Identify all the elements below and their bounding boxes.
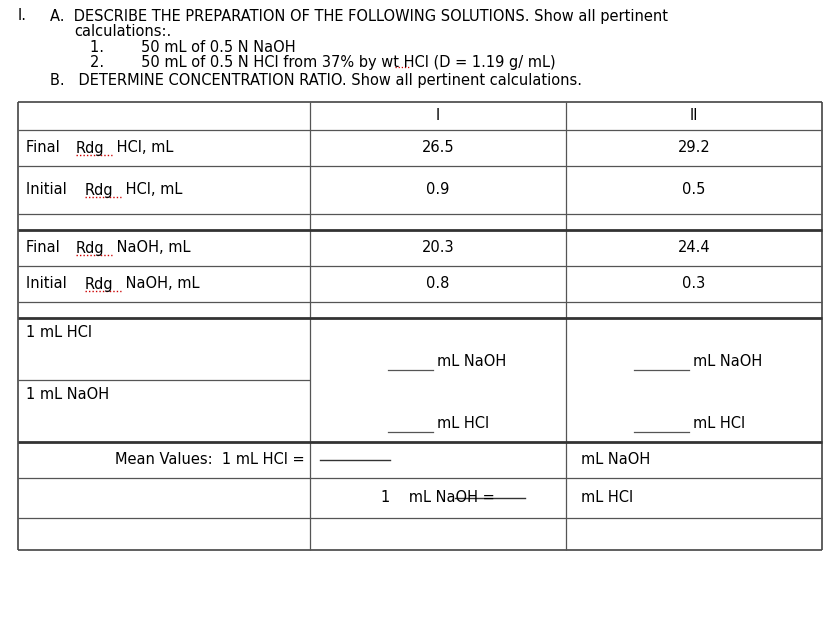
Text: 24.4: 24.4 — [678, 240, 711, 255]
Text: mL NaOH: mL NaOH — [693, 354, 763, 369]
Text: Final: Final — [26, 140, 65, 156]
Text: B.   DETERMINE CONCENTRATION RATIO. Show all pertinent calculations.: B. DETERMINE CONCENTRATION RATIO. Show a… — [50, 74, 582, 88]
Text: 0.9: 0.9 — [426, 182, 450, 198]
Text: 2.        50 mL of 0.5 N HCl from 37% by wt HCl (D = 1.19 g/ mL): 2. 50 mL of 0.5 N HCl from 37% by wt HCl… — [90, 54, 555, 69]
Text: 1 mL HCl: 1 mL HCl — [26, 325, 92, 340]
Text: 20.3: 20.3 — [422, 240, 454, 255]
Text: Initial: Initial — [26, 182, 71, 198]
Text: II: II — [690, 109, 698, 124]
Text: NaOH, mL: NaOH, mL — [122, 276, 200, 292]
Text: 1.        50 mL of 0.5 N NaOH: 1. 50 mL of 0.5 N NaOH — [90, 40, 295, 54]
Text: 26.5: 26.5 — [422, 140, 454, 156]
Text: calculations:.: calculations:. — [74, 25, 171, 40]
Text: Initial: Initial — [26, 276, 71, 292]
Text: Rdg: Rdg — [76, 140, 104, 156]
Text: Rdg: Rdg — [85, 182, 113, 198]
Text: 1 mL NaOH: 1 mL NaOH — [26, 387, 109, 402]
Text: I.: I. — [18, 9, 27, 23]
Text: 0.8: 0.8 — [426, 276, 450, 292]
Text: 0.3: 0.3 — [682, 276, 706, 292]
Text: 0.5: 0.5 — [682, 182, 706, 198]
Text: mL HCl: mL HCl — [693, 416, 745, 431]
Text: mL HCl: mL HCl — [581, 491, 633, 506]
Text: mL NaOH: mL NaOH — [581, 452, 650, 467]
Text: 1    mL NaOH =: 1 mL NaOH = — [381, 491, 495, 506]
Text: HCl, mL: HCl, mL — [122, 182, 183, 198]
Text: Mean Values:  1 mL HCl =: Mean Values: 1 mL HCl = — [116, 452, 305, 467]
Text: Rdg: Rdg — [85, 276, 113, 292]
Text: A.  DESCRIBE THE PREPARATION OF THE FOLLOWING SOLUTIONS. Show all pertinent: A. DESCRIBE THE PREPARATION OF THE FOLLO… — [50, 9, 668, 23]
Text: I: I — [436, 109, 440, 124]
Text: Final: Final — [26, 240, 65, 255]
Text: mL HCl: mL HCl — [437, 416, 489, 431]
Text: NaOH, mL: NaOH, mL — [112, 240, 191, 255]
Text: HCl, mL: HCl, mL — [112, 140, 174, 156]
Text: 29.2: 29.2 — [678, 140, 711, 156]
Text: Rdg: Rdg — [76, 240, 104, 255]
Text: mL NaOH: mL NaOH — [437, 354, 506, 369]
